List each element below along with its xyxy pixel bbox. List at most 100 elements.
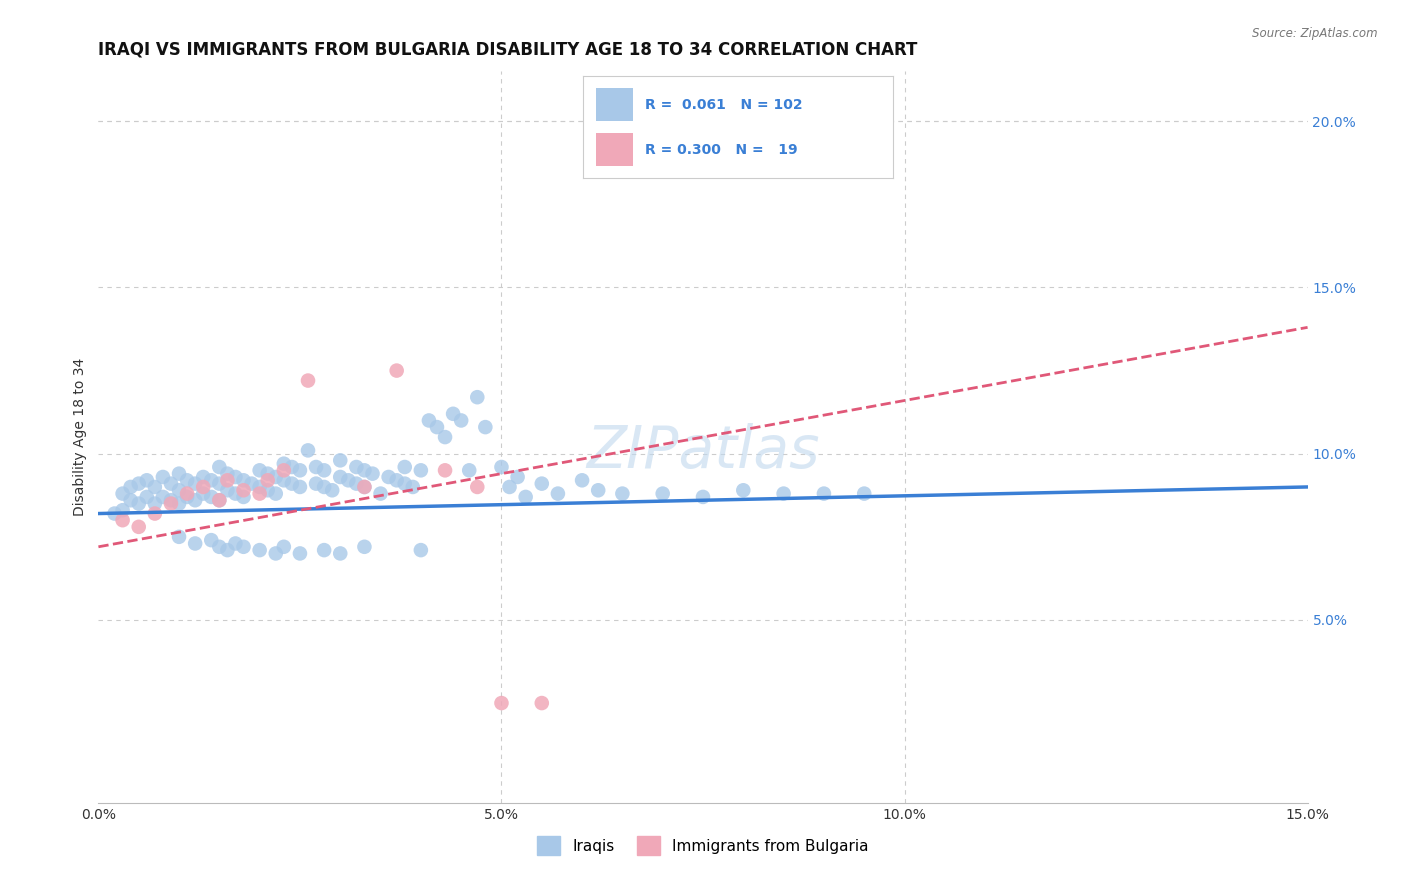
Point [120, 480, 142, 494]
Point [200, 473, 222, 487]
Point [498, 480, 520, 494]
Point [143, 480, 166, 494]
Point [167, 483, 190, 498]
Point [152, 470, 174, 484]
Point [337, 473, 360, 487]
Point [418, 413, 440, 427]
Point [288, 546, 311, 560]
Point [377, 470, 399, 484]
Point [458, 463, 481, 477]
Point [264, 470, 287, 484]
Point [143, 497, 166, 511]
Point [281, 460, 304, 475]
Point [193, 480, 215, 494]
Point [305, 460, 328, 475]
Point [208, 476, 231, 491]
Point [273, 457, 295, 471]
Point [232, 473, 254, 487]
Point [361, 467, 384, 481]
Point [232, 540, 254, 554]
Point [385, 473, 408, 487]
Point [120, 493, 142, 508]
Point [474, 420, 496, 434]
Point [434, 463, 457, 477]
Point [273, 463, 295, 477]
Point [264, 486, 287, 500]
Point [224, 536, 246, 550]
Point [491, 696, 513, 710]
Point [273, 540, 295, 554]
Point [314, 543, 336, 558]
Point [434, 430, 457, 444]
Text: ZIPatlas: ZIPatlas [586, 423, 820, 480]
Point [224, 470, 246, 484]
Point [264, 546, 287, 560]
Text: IRAQI VS IMMIGRANTS FROM BULGARIA DISABILITY AGE 18 TO 34 CORRELATION CHART: IRAQI VS IMMIGRANTS FROM BULGARIA DISABI… [98, 41, 918, 59]
Point [217, 467, 239, 481]
Point [249, 480, 271, 494]
Point [232, 490, 254, 504]
Point [353, 480, 375, 494]
Point [176, 486, 198, 500]
Text: Source: ZipAtlas.com: Source: ZipAtlas.com [1253, 27, 1378, 40]
Point [288, 463, 311, 477]
Point [329, 546, 352, 560]
Point [394, 460, 416, 475]
Point [733, 483, 755, 498]
Point [103, 507, 125, 521]
Point [465, 390, 488, 404]
Point [167, 467, 190, 481]
Point [176, 490, 198, 504]
Point [256, 467, 278, 481]
Point [249, 543, 271, 558]
Point [515, 490, 537, 504]
Point [530, 696, 553, 710]
Point [128, 497, 150, 511]
Point [128, 476, 150, 491]
Point [143, 507, 166, 521]
Point [152, 490, 174, 504]
Point [273, 473, 295, 487]
Point [217, 543, 239, 558]
Point [353, 480, 375, 494]
Point [813, 486, 835, 500]
Point [135, 490, 157, 504]
Point [135, 473, 157, 487]
Point [314, 480, 336, 494]
Point [344, 476, 367, 491]
Point [288, 480, 311, 494]
Point [160, 476, 183, 491]
Text: R =  0.061   N = 102: R = 0.061 N = 102 [645, 97, 803, 112]
Point [450, 413, 472, 427]
Point [353, 540, 375, 554]
Point [111, 513, 134, 527]
Point [256, 473, 278, 487]
Point [208, 460, 231, 475]
Point [208, 540, 231, 554]
Point [193, 486, 215, 500]
Point [344, 460, 367, 475]
Point [167, 497, 190, 511]
Point [506, 470, 529, 484]
Point [651, 486, 673, 500]
Point [249, 486, 271, 500]
Point [305, 476, 328, 491]
Point [232, 483, 254, 498]
Point [441, 407, 464, 421]
Point [547, 486, 569, 500]
Point [409, 463, 432, 477]
Point [297, 374, 319, 388]
Point [402, 480, 425, 494]
Point [586, 483, 609, 498]
FancyBboxPatch shape [596, 133, 633, 166]
Point [176, 473, 198, 487]
Point [353, 463, 375, 477]
Point [297, 443, 319, 458]
Point [160, 493, 183, 508]
Point [772, 486, 794, 500]
Point [329, 453, 352, 467]
Point [853, 486, 876, 500]
Point [249, 463, 271, 477]
Point [184, 536, 207, 550]
FancyBboxPatch shape [596, 88, 633, 121]
